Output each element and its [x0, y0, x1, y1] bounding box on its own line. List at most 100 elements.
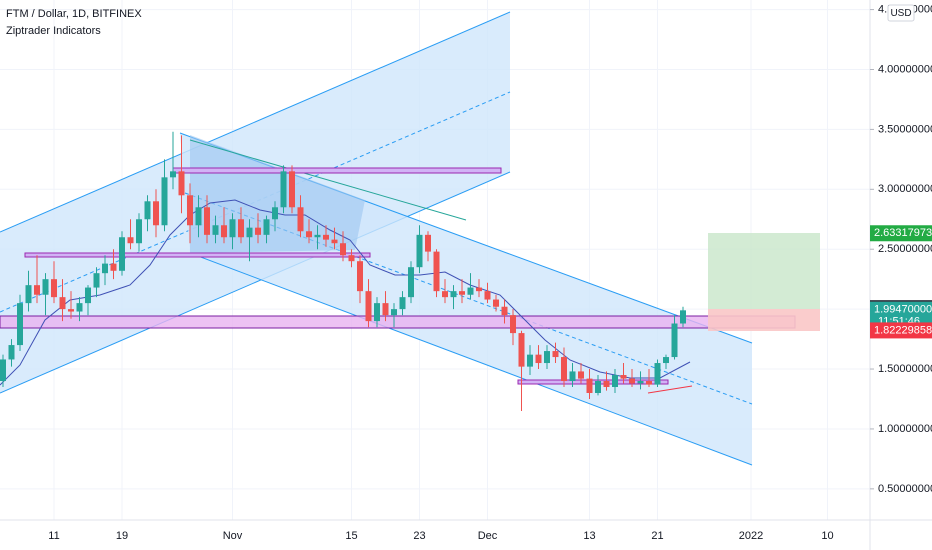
y-tick-label: 0.50000000 — [878, 483, 932, 495]
candle-body — [476, 287, 482, 292]
base-line — [647, 385, 693, 394]
candle-body — [8, 345, 15, 360]
candle-body — [85, 287, 91, 304]
candle-body — [501, 306, 508, 316]
candle-body — [450, 291, 457, 298]
up-channel-bottom — [0, 171, 511, 394]
x-tick-label: 10 — [821, 530, 833, 542]
base-zone — [517, 379, 669, 385]
candle-body — [93, 273, 100, 288]
moving-average — [0, 199, 691, 386]
candle-body — [637, 381, 644, 384]
candle-body — [442, 291, 448, 298]
candle-body — [612, 375, 618, 388]
candle-body — [255, 227, 261, 235]
candle-body — [527, 354, 533, 367]
candle-body — [357, 261, 363, 292]
y-tick-label: 1.50000000 — [878, 363, 932, 375]
candle-body — [195, 207, 202, 226]
price-label-box — [870, 322, 932, 339]
chart-title: FTM / Dollar, 1D, BITFINEX — [6, 8, 142, 20]
candle-body — [170, 171, 176, 178]
stop-zone — [708, 309, 820, 331]
candle-body — [110, 263, 117, 271]
candle-body — [425, 234, 431, 252]
y-tick-label: 1.00000000 — [878, 423, 932, 435]
candle-body — [102, 263, 108, 274]
candle-body — [280, 171, 287, 208]
candle-body — [561, 357, 567, 382]
price-label: 1.82229858 — [874, 324, 932, 336]
candle-body — [663, 357, 669, 364]
candle-body — [229, 219, 236, 238]
candle-body — [391, 309, 397, 316]
candle-body — [620, 375, 627, 379]
candle-body — [187, 195, 193, 226]
candle-body — [603, 381, 610, 388]
candle-body — [17, 303, 23, 346]
candle-body — [518, 333, 525, 367]
x-tick-label: Dec — [478, 530, 498, 542]
y-tick-label: 3.00000000 — [878, 183, 932, 195]
candle-body — [289, 171, 295, 208]
x-tick-label: 13 — [583, 530, 595, 542]
currency-box[interactable] — [887, 4, 915, 22]
candle-body — [144, 201, 151, 220]
candle-body — [416, 234, 423, 268]
candle-body — [646, 381, 652, 385]
candle-body — [76, 303, 83, 312]
candle-body — [246, 227, 253, 238]
candles — [0, 131, 686, 411]
candle-body — [680, 310, 686, 324]
candle-body — [297, 207, 304, 232]
candle-body — [629, 378, 635, 384]
candle-body — [42, 279, 49, 295]
candle-body — [306, 231, 312, 238]
candle-body — [408, 267, 414, 298]
candle-body — [595, 381, 601, 393]
candle-body — [544, 351, 550, 364]
candle-body — [0, 359, 6, 382]
x-tick-label: 11 — [48, 530, 59, 542]
y-tick-label: 4.00000000 — [878, 63, 932, 75]
y-tick-label: 2.50000000 — [878, 243, 932, 255]
candle-body — [459, 291, 465, 295]
candle-body — [348, 255, 355, 262]
candle-body — [221, 225, 227, 238]
candle-body — [433, 251, 440, 292]
candle-body — [25, 285, 32, 304]
candle-body — [374, 303, 380, 322]
candle-body — [671, 323, 678, 358]
candle-body — [484, 291, 491, 300]
candle-body — [382, 303, 389, 316]
candle-body — [136, 219, 142, 244]
x-tick-label: 15 — [345, 530, 357, 542]
candle-body — [153, 201, 159, 226]
x-tick-label: 23 — [413, 530, 425, 542]
candle-body — [586, 378, 593, 393]
candle-body — [127, 237, 134, 244]
x-tick-label: 2022 — [739, 530, 763, 542]
candle-body — [654, 363, 661, 385]
candle-body — [365, 291, 372, 322]
candle-body — [34, 285, 40, 295]
candle-body — [212, 225, 219, 235]
resistance-zone — [172, 167, 502, 174]
candle-body — [272, 207, 278, 220]
candle-body — [331, 239, 338, 244]
currency[interactable]: USD — [890, 8, 911, 19]
profit-zone — [708, 233, 820, 309]
candle-body — [535, 354, 542, 364]
candle-body — [493, 299, 499, 307]
candle-body — [340, 243, 346, 256]
price-label-box — [870, 225, 932, 242]
x-tick-label: 19 — [116, 530, 128, 542]
candle-body — [399, 297, 406, 310]
candle-body — [178, 171, 185, 196]
chart-subtitle: Ziptrader Indicators — [6, 25, 101, 37]
trend-line — [189, 139, 467, 221]
up-channel-top — [0, 11, 511, 233]
y-tick-label: 3.50000000 — [878, 123, 932, 135]
candle-body — [323, 234, 329, 240]
candle-body — [552, 351, 559, 358]
